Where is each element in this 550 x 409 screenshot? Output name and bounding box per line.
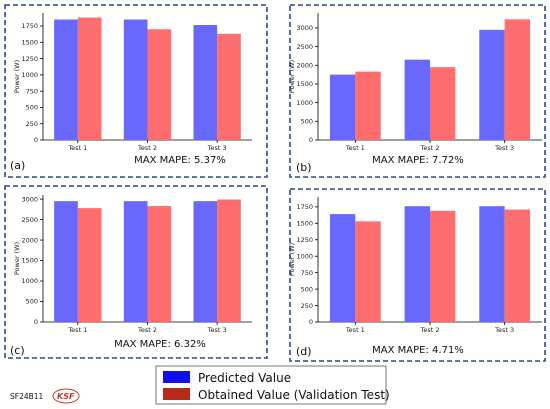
panel-border xyxy=(289,4,546,178)
legend-label-predicted: Predicted Value xyxy=(198,371,291,385)
bar-predicted xyxy=(329,74,356,140)
bar-predicted xyxy=(123,201,148,322)
bar-obtained xyxy=(504,19,531,141)
y-tick-label: 1500 xyxy=(21,257,38,265)
x-tick-label: Test 3 xyxy=(207,144,227,152)
bar-obtained xyxy=(430,210,456,322)
y-tick-label: 500 xyxy=(301,285,313,293)
mape-label: MAX MAPE: 5.37% xyxy=(134,155,226,166)
chart-panel: 0 250 500 750 1000 1250 1500 1750 Power (W) Test … xyxy=(4,4,268,178)
bar-predicted xyxy=(404,206,430,322)
y-tick-label: 750 xyxy=(26,87,38,95)
y-tick-label: 0 xyxy=(309,318,313,326)
bar-obtained xyxy=(355,221,381,322)
legend-box xyxy=(155,365,387,405)
legend: Predicted Value Obtained Value (Validati… xyxy=(155,365,390,405)
panel-tag: (b) xyxy=(296,161,312,174)
x-tick-label: Test 1 xyxy=(67,326,87,334)
bar-obtained xyxy=(355,71,381,140)
mape-label: MAX MAPE: 4.71% xyxy=(372,345,464,356)
y-tick-label: 1500 xyxy=(21,39,38,47)
y-tick-label: 1500 xyxy=(296,220,313,228)
x-tick-label: Test 2 xyxy=(419,326,439,334)
figure-code: SF24B11 xyxy=(10,392,44,401)
y-tick-label: 250 xyxy=(26,120,38,128)
y-tick-label: 0 xyxy=(34,136,38,144)
x-tick-label: Test 1 xyxy=(345,144,365,152)
y-tick-label: 1000 xyxy=(296,99,313,107)
panel-border xyxy=(289,188,546,362)
y-axis-label: Power (W) xyxy=(13,60,21,93)
mape-label: MAX MAPE: 6.32% xyxy=(114,339,206,350)
bar-predicted xyxy=(54,201,78,322)
bar-predicted xyxy=(479,206,505,322)
panel-tag: (a) xyxy=(10,159,25,172)
chart-panel: 0 500 1000 1500 2000 2500 3000 Power (W) Test 1 T… xyxy=(4,185,268,359)
y-tick-label: 1000 xyxy=(21,71,38,79)
y-tick-label: 1250 xyxy=(21,55,38,63)
bar-obtained xyxy=(147,29,172,140)
chart-panel: 0 250 500 750 1000 1250 1500 1750 Power (W) Test … xyxy=(288,188,546,362)
y-tick-label: 0 xyxy=(309,136,313,144)
y-tick-label: 500 xyxy=(26,298,38,306)
legend-swatch-predicted xyxy=(163,371,190,383)
y-tick-label: 1000 xyxy=(21,277,38,285)
y-tick-label: 2500 xyxy=(296,43,313,51)
bar-obtained xyxy=(77,17,102,140)
panel-tag: (d) xyxy=(296,345,312,358)
y-axis-label: Power (W) xyxy=(288,243,296,276)
y-tick-label: 750 xyxy=(301,269,313,277)
y-axis-label: Power (W) xyxy=(13,242,21,275)
panel-border xyxy=(4,4,268,178)
x-tick-label: Test 3 xyxy=(494,326,514,334)
footer-logo: SF24B11 KSF xyxy=(10,388,80,404)
y-tick-label: 500 xyxy=(26,104,38,112)
x-tick-label: Test 2 xyxy=(419,144,439,152)
bar-predicted xyxy=(329,214,356,322)
bar-obtained xyxy=(77,208,102,322)
y-tick-label: 1500 xyxy=(296,80,313,88)
bar-predicted xyxy=(193,201,218,322)
y-tick-label: 3000 xyxy=(296,24,313,32)
y-tick-label: 2000 xyxy=(296,61,313,69)
y-tick-label: 1750 xyxy=(296,203,313,211)
x-tick-label: Test 1 xyxy=(67,144,87,152)
bar-obtained xyxy=(430,67,456,140)
y-tick-label: 2500 xyxy=(21,216,38,224)
panel-border xyxy=(4,185,268,359)
y-tick-label: 0 xyxy=(34,318,38,326)
y-tick-label: 2000 xyxy=(21,236,38,244)
bar-obtained xyxy=(147,206,172,322)
legend-label-obtained: Obtained Value (Validation Test) xyxy=(198,388,390,402)
bar-predicted xyxy=(54,19,78,141)
bar-obtained xyxy=(504,209,531,322)
y-tick-label: 500 xyxy=(301,118,313,126)
mape-label: MAX MAPE: 7.72% xyxy=(372,155,464,166)
x-tick-label: Test 2 xyxy=(137,326,157,334)
panel-tag: (c) xyxy=(10,344,25,357)
y-tick-label: 3000 xyxy=(21,195,38,203)
bar-predicted xyxy=(479,29,505,140)
bar-obtained xyxy=(217,33,241,140)
x-tick-label: Test 3 xyxy=(207,326,227,334)
y-tick-label: 1750 xyxy=(21,22,38,30)
y-axis-label: Power (W) xyxy=(288,60,296,93)
bar-predicted xyxy=(123,19,148,141)
legend-swatch-obtained xyxy=(163,388,190,400)
y-tick-label: 1250 xyxy=(296,236,313,244)
x-tick-label: Test 3 xyxy=(494,144,514,152)
chart-panel: 0 500 1000 1500 2000 2500 3000 Power (W) Test 1 T… xyxy=(288,4,546,178)
bar-predicted xyxy=(193,25,218,140)
bar-obtained xyxy=(217,199,241,322)
chart-panels: 0 250 500 750 1000 1250 1500 1750 Power (W) Test … xyxy=(4,4,546,362)
y-tick-label: 250 xyxy=(301,302,313,310)
y-tick-label: 1000 xyxy=(296,252,313,260)
bar-predicted xyxy=(404,59,430,140)
logo-text: KSF xyxy=(57,392,75,401)
logo-ring-icon xyxy=(52,388,80,404)
x-tick-label: Test 1 xyxy=(345,326,365,334)
x-tick-label: Test 2 xyxy=(137,144,157,152)
